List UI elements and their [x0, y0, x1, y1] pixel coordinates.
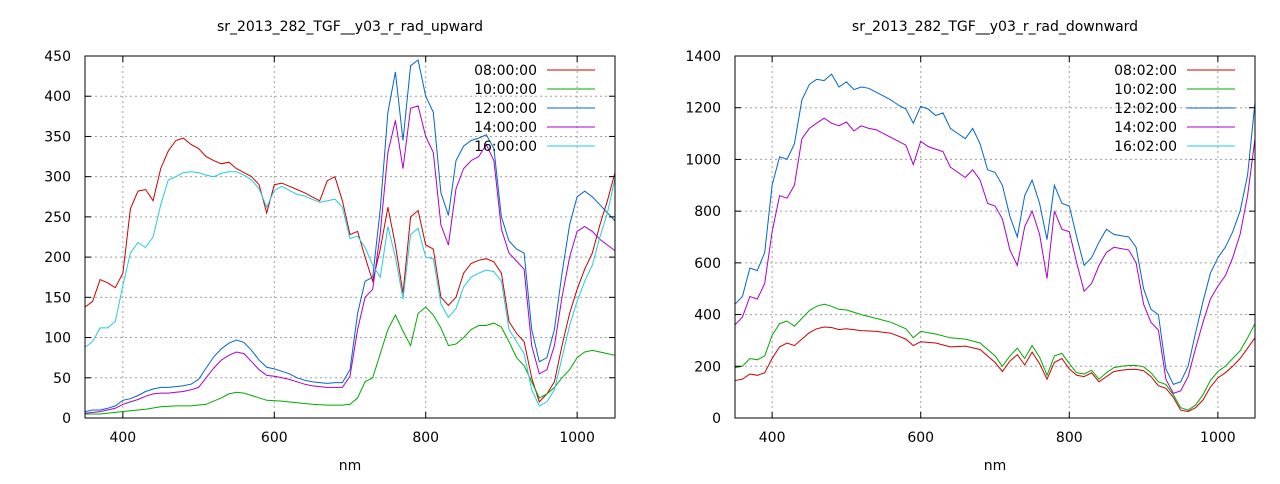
legend-label: 14:00:00: [474, 120, 537, 136]
legend-label: 14:02:00: [1114, 120, 1177, 136]
y-tick-label: 800: [694, 204, 721, 220]
y-tick-label: 250: [44, 210, 71, 226]
series-line: [85, 59, 615, 413]
legend-label: 08:02:00: [1114, 63, 1177, 79]
chart-title: sr_2013_282_TGF__y03_r_rad_downward: [852, 19, 1138, 35]
legend-label: 10:00:00: [474, 82, 537, 98]
legend-label: 12:00:00: [474, 101, 537, 117]
y-tick-label: 200: [44, 250, 71, 266]
x-tick-label: 400: [759, 430, 786, 446]
plot-frame: [84, 55, 616, 419]
y-tick-label: 350: [44, 129, 71, 145]
series-line: [85, 137, 615, 403]
x-tick-label: 1000: [559, 430, 595, 446]
y-tick-label: 200: [694, 359, 721, 375]
series-line: [735, 326, 1255, 413]
series-line: [735, 303, 1255, 411]
x-tick-label: 800: [1056, 430, 1083, 446]
y-tick-label: 1400: [685, 49, 721, 65]
y-tick-label: 400: [44, 89, 71, 105]
chart-title: sr_2013_282_TGF__y03_r_rad_upward: [217, 19, 483, 35]
y-tick-label: 100: [44, 331, 71, 347]
y-tick-label: 400: [694, 308, 721, 324]
x-tick-label: 400: [109, 430, 136, 446]
x-axis-label: nm: [339, 458, 362, 474]
x-tick-label: 600: [261, 430, 288, 446]
y-tick-label: 0: [62, 411, 71, 427]
legend-label: 10:02:00: [1114, 82, 1177, 98]
legend-label: 08:00:00: [474, 63, 537, 79]
y-tick-label: 450: [44, 49, 71, 65]
x-tick-label: 600: [907, 430, 934, 446]
series-line: [85, 105, 615, 414]
x-axis-label: nm: [984, 458, 1007, 474]
y-tick-label: 0: [712, 411, 721, 427]
x-tick-label: 800: [412, 430, 439, 446]
y-tick-label: 300: [44, 170, 71, 186]
y-tick-label: 150: [44, 290, 71, 306]
plot-frame: [734, 55, 1256, 419]
series-line: [735, 117, 1255, 395]
legend-label: 16:00:00: [474, 139, 537, 155]
series-line: [85, 306, 615, 415]
chart-1: sr_2013_282_TGF__y03_r_rad_upward 400 600 8…: [44, 19, 616, 474]
legend-label: 16:02:00: [1114, 139, 1177, 155]
series-line: [85, 171, 615, 407]
x-tick-label: 1000: [1200, 430, 1236, 446]
y-tick-label: 50: [53, 371, 71, 387]
y-tick-label: 600: [694, 256, 721, 272]
series-line: [735, 73, 1255, 386]
y-tick-label: 1200: [685, 101, 721, 117]
legend-label: 12:02:00: [1114, 101, 1177, 117]
chart-2: sr_2013_282_TGF__y03_r_rad_downward 400 60…: [685, 19, 1256, 474]
y-tick-label: 1000: [685, 152, 721, 168]
